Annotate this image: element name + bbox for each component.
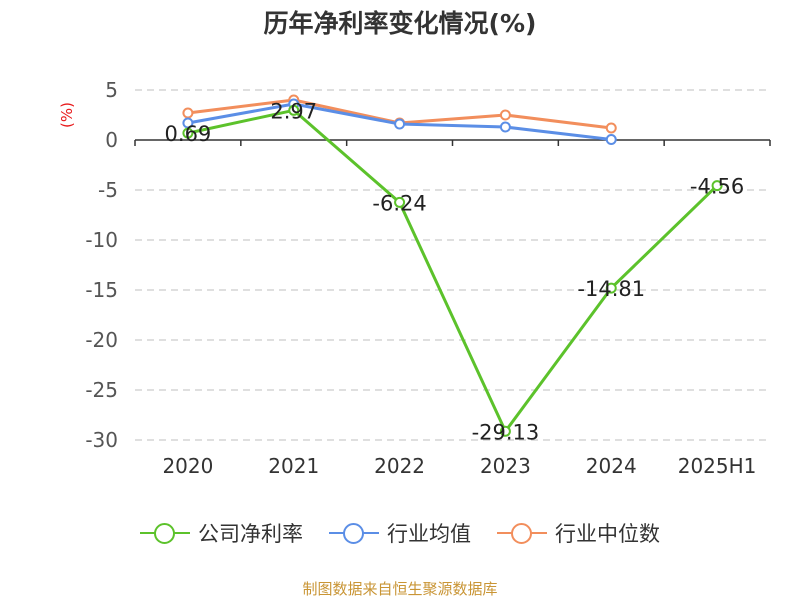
legend-marker-icon bbox=[497, 521, 547, 545]
data-point bbox=[499, 109, 511, 121]
data-labels: 0.69 2.97 -6.24 -29.13 -14.81 -4.56 bbox=[165, 99, 745, 444]
legend-label: 公司净利率 bbox=[198, 522, 303, 546]
data-label: 0.69 bbox=[165, 122, 212, 146]
data-label: -14.81 bbox=[577, 277, 645, 301]
legend-marker-icon bbox=[329, 521, 379, 545]
data-point bbox=[182, 117, 194, 129]
legend-marker-icon bbox=[140, 521, 190, 545]
legend-label: 行业均值 bbox=[387, 522, 471, 546]
y-tick-label: -10 bbox=[85, 228, 118, 252]
legend-item: 行业中位数 bbox=[497, 518, 660, 548]
x-tick-label: 2024 bbox=[586, 454, 637, 478]
data-point bbox=[182, 127, 194, 139]
data-label: -6.24 bbox=[372, 191, 426, 215]
data-label: 2.97 bbox=[270, 99, 317, 123]
data-label: -29.13 bbox=[472, 420, 540, 444]
x-tick-label: 2021 bbox=[268, 454, 319, 478]
x-tick-label: 2020 bbox=[162, 454, 213, 478]
grid-lines: 5 0 -5 -10 -15 -20 -25 -30 bbox=[85, 78, 770, 452]
data-point bbox=[499, 425, 511, 437]
data-point bbox=[394, 118, 406, 130]
data-point bbox=[182, 107, 194, 119]
data-point bbox=[499, 121, 511, 133]
y-tick-label: -30 bbox=[85, 428, 118, 452]
source-note: 制图数据来自恒生聚源数据库 bbox=[302, 580, 498, 598]
legend-item: 公司净利率 bbox=[140, 518, 303, 548]
data-point bbox=[394, 196, 406, 208]
data-point bbox=[605, 122, 617, 134]
y-tick-label: 5 bbox=[105, 78, 118, 102]
chart-title: 历年净利率变化情况(%) bbox=[263, 9, 537, 38]
x-tick-label: 2022 bbox=[374, 454, 425, 478]
y-tick-label: -15 bbox=[85, 278, 118, 302]
legend: 公司净利率 行业均值 行业中位数 bbox=[0, 518, 800, 548]
y-tick-label: -5 bbox=[98, 178, 118, 202]
series-lines bbox=[182, 94, 723, 437]
data-point bbox=[605, 282, 617, 294]
series-line bbox=[187, 108, 719, 433]
legend-label: 行业中位数 bbox=[555, 522, 660, 546]
y-tick-label: -25 bbox=[85, 378, 118, 402]
data-point bbox=[711, 180, 723, 192]
y-tick-label: 0 bbox=[105, 128, 118, 152]
data-point bbox=[605, 134, 617, 145]
y-tick-label: -20 bbox=[85, 328, 118, 352]
x-axis: 2020 2021 2022 2023 2024 2025H1 bbox=[134, 139, 771, 478]
data-point bbox=[288, 104, 300, 116]
x-tick-label: 2023 bbox=[480, 454, 531, 478]
line-chart: 5 0 -5 -10 -15 -20 -25 -30 2020 2021 2022 2023 2024… bbox=[85, 78, 771, 478]
data-label: -4.56 bbox=[690, 175, 744, 199]
legend-item: 行业均值 bbox=[329, 518, 471, 548]
x-tick-label: 2025H1 bbox=[678, 454, 757, 478]
